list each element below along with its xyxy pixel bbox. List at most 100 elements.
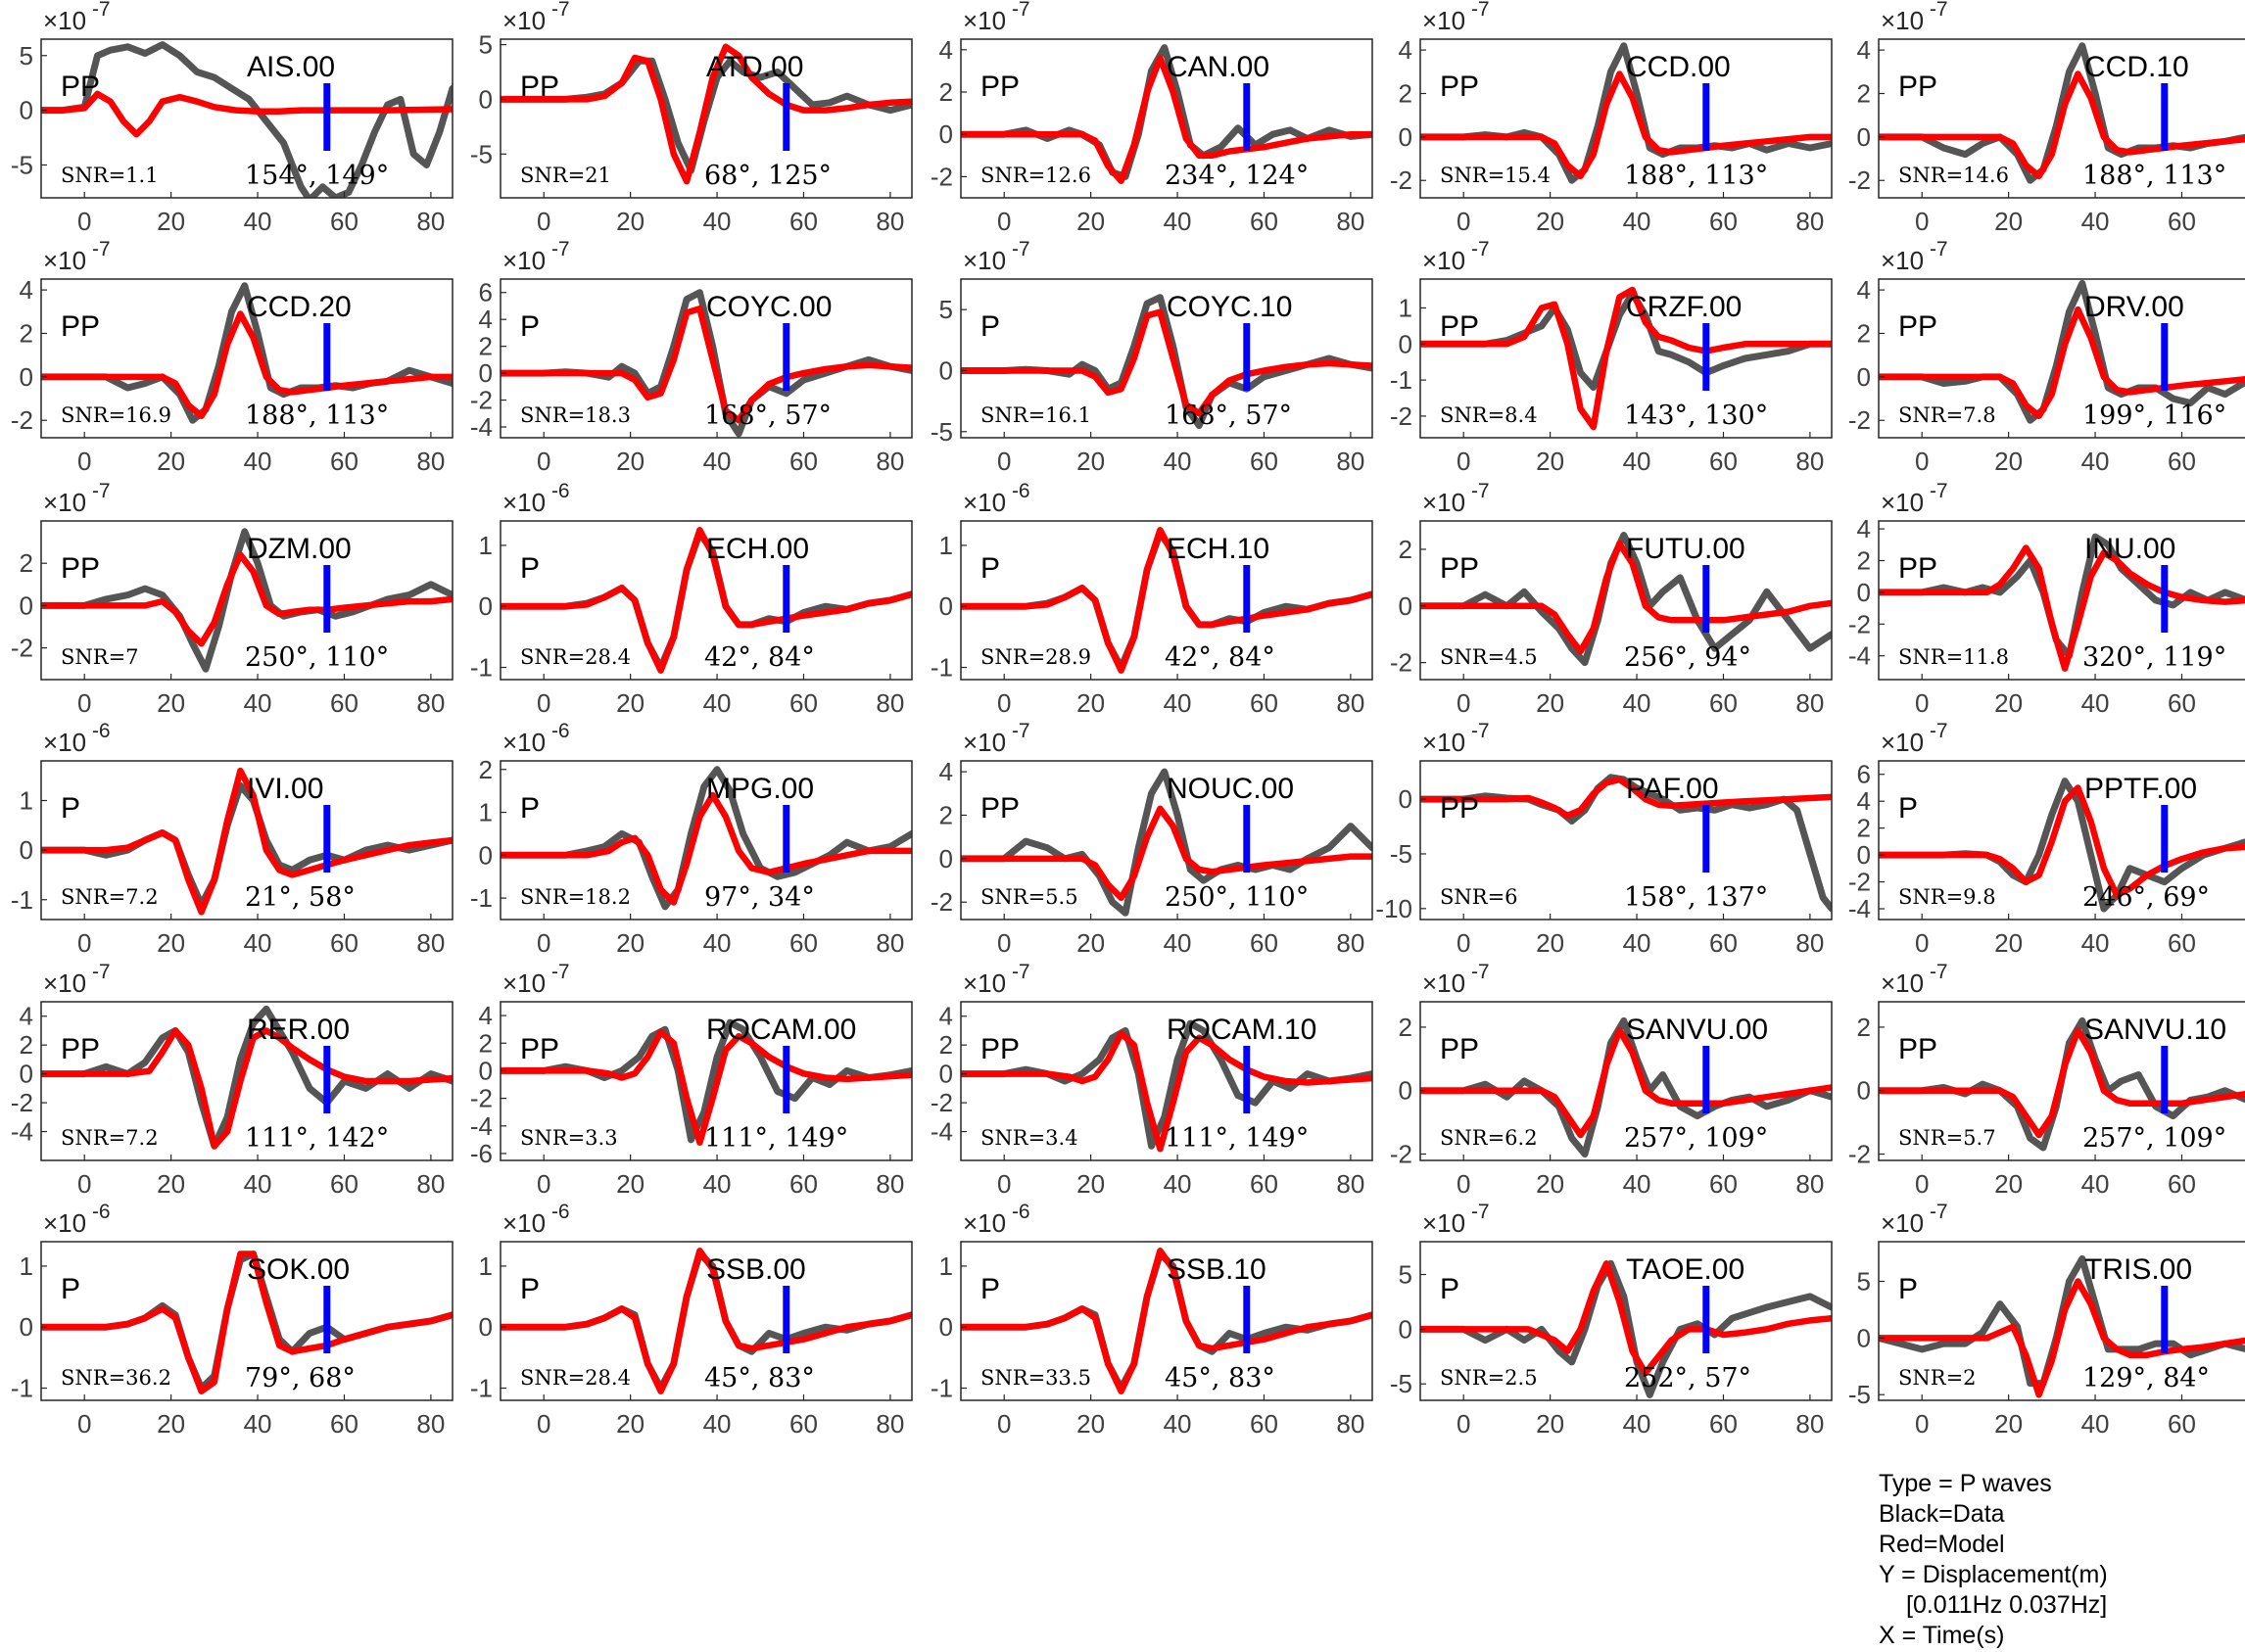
station-label: NOUC.00	[1167, 773, 1294, 805]
y-multiplier: ×10 -7	[963, 0, 1030, 35]
x-tick-label: 60	[1709, 688, 1738, 718]
x-tick-label: 20	[616, 1169, 645, 1199]
y-tick-label: 0	[479, 840, 493, 870]
phase-label: P	[520, 552, 540, 585]
y-tick-label: 6	[1857, 760, 1871, 789]
x-tick-label: 20	[157, 207, 185, 236]
snr-label: SNR=4.5	[1440, 645, 1538, 669]
snr-label: SNR=14.6	[1898, 164, 2009, 187]
y-multiplier: ×10 -6	[43, 1201, 111, 1238]
y-multiplier: ×10 -6	[963, 480, 1030, 517]
snr-label: SNR=36.2	[61, 1366, 171, 1390]
phase-label: PP	[1898, 71, 1937, 103]
phase-label: P	[520, 310, 540, 343]
x-tick-label: 80	[416, 1409, 445, 1439]
model-trace	[1420, 286, 1832, 431]
y-multiplier: ×10 -6	[502, 720, 570, 757]
y-multiplier: ×10 -7	[43, 0, 111, 35]
axes-box	[960, 278, 1373, 439]
y-tick-label: 2	[1857, 814, 1871, 843]
x-tick-label: 0	[77, 1409, 91, 1439]
y-multiplier: ×10 -7	[1881, 1201, 1948, 1238]
station-label: CRZF.00	[1626, 291, 1742, 323]
model-trace	[1879, 784, 2245, 899]
snr-label: SNR=6.2	[1440, 1126, 1538, 1150]
axes-box	[1419, 1001, 1833, 1161]
phase-label: P	[980, 1273, 1000, 1305]
azimuth-label: 252°, 57°	[1624, 1363, 1751, 1393]
x-tick-label: 60	[789, 928, 818, 958]
x-tick-label: 80	[1795, 928, 1824, 958]
x-tick-label: 20	[1536, 447, 1564, 476]
x-tick-label: 80	[876, 1409, 904, 1439]
station-label: CAN.00	[1167, 51, 1269, 83]
phase-label: P	[980, 310, 1000, 343]
x-tick-label: 40	[2081, 1409, 2110, 1439]
x-tick-label: 0	[77, 447, 91, 476]
azimuth-label: 250°, 110°	[1165, 882, 1309, 913]
y-tick-label: 0	[1857, 1076, 1871, 1106]
x-tick-label: 60	[789, 207, 818, 236]
y-tick-label: 0	[939, 119, 953, 149]
y-multiplier: ×10 -7	[43, 480, 111, 517]
y-tick-label: 2	[1857, 546, 1871, 576]
data-trace	[1420, 1259, 1832, 1398]
azimuth-label: 320°, 119°	[2082, 642, 2226, 673]
phase-label: P	[980, 552, 1000, 585]
subplot-AIS.00: -5 0 5 0 20 40 60 80 ×10 -7 AIS.00 PP SNR=1.1 154°, …	[11, 0, 454, 236]
y-tick-label: 4	[1857, 514, 1871, 543]
snr-label: SNR=3.4	[980, 1126, 1078, 1150]
axes-box	[500, 1241, 913, 1401]
x-tick-label: 60	[330, 688, 358, 718]
y-tick-label: 2	[20, 1030, 33, 1060]
x-tick-label: 60	[1250, 688, 1278, 718]
y-tick-label: 5	[20, 41, 33, 71]
y-multiplier: ×10 -7	[502, 238, 570, 275]
y-tick-label: 5	[479, 30, 493, 60]
model-trace	[501, 527, 912, 674]
axes-box	[960, 1001, 1373, 1161]
y-tick-label: -2	[11, 634, 33, 663]
legend-type: Type = P waves	[1879, 1470, 2052, 1497]
station-label: CCD.10	[2084, 51, 2189, 83]
x-tick-label: 80	[1795, 447, 1824, 476]
y-tick-label: 2	[939, 77, 953, 107]
x-tick-label: 40	[1164, 1409, 1192, 1439]
phase-label: PP	[1898, 1033, 1937, 1065]
x-tick-label: 20	[157, 1409, 185, 1439]
x-tick-label: 0	[997, 688, 1011, 718]
y-tick-label: 0	[1399, 122, 1412, 152]
axes-box	[1878, 1241, 2245, 1401]
azimuth-label: 234°, 124°	[1165, 161, 1309, 191]
model-trace	[1879, 544, 2245, 672]
model-trace	[961, 527, 1372, 674]
station-label: MPG.00	[706, 773, 814, 805]
y-tick-label: 0	[1399, 329, 1412, 358]
axes-box	[1878, 760, 2245, 920]
y-tick-label: -6	[470, 1139, 493, 1168]
x-tick-label: 60	[789, 447, 818, 476]
x-tick-label: 80	[1336, 1409, 1364, 1439]
y-multiplier: ×10 -7	[43, 961, 111, 998]
y-multiplier: ×10 -7	[502, 0, 570, 35]
x-tick-label: 60	[1709, 207, 1738, 236]
y-tick-label: 2	[1857, 78, 1871, 108]
x-tick-label: 60	[1709, 928, 1738, 958]
data-trace	[501, 766, 912, 911]
station-label: SANVU.00	[1626, 1014, 1768, 1046]
snr-label: SNR=16.9	[61, 403, 171, 427]
y-tick-label: 0	[1857, 122, 1871, 152]
y-tick-label: 1	[479, 1251, 493, 1281]
y-tick-label: 6	[479, 278, 493, 307]
x-tick-label: 0	[997, 207, 1011, 236]
y-tick-label: -1	[11, 1374, 33, 1403]
x-tick-label: 40	[1623, 1169, 1651, 1199]
snr-label: SNR=3.3	[520, 1126, 618, 1150]
x-tick-label: 0	[1915, 1169, 1929, 1199]
x-tick-label: 80	[876, 928, 904, 958]
x-tick-label: 20	[1994, 688, 2023, 718]
y-tick-label: 1	[1399, 293, 1412, 322]
y-multiplier: ×10 -7	[43, 238, 111, 275]
